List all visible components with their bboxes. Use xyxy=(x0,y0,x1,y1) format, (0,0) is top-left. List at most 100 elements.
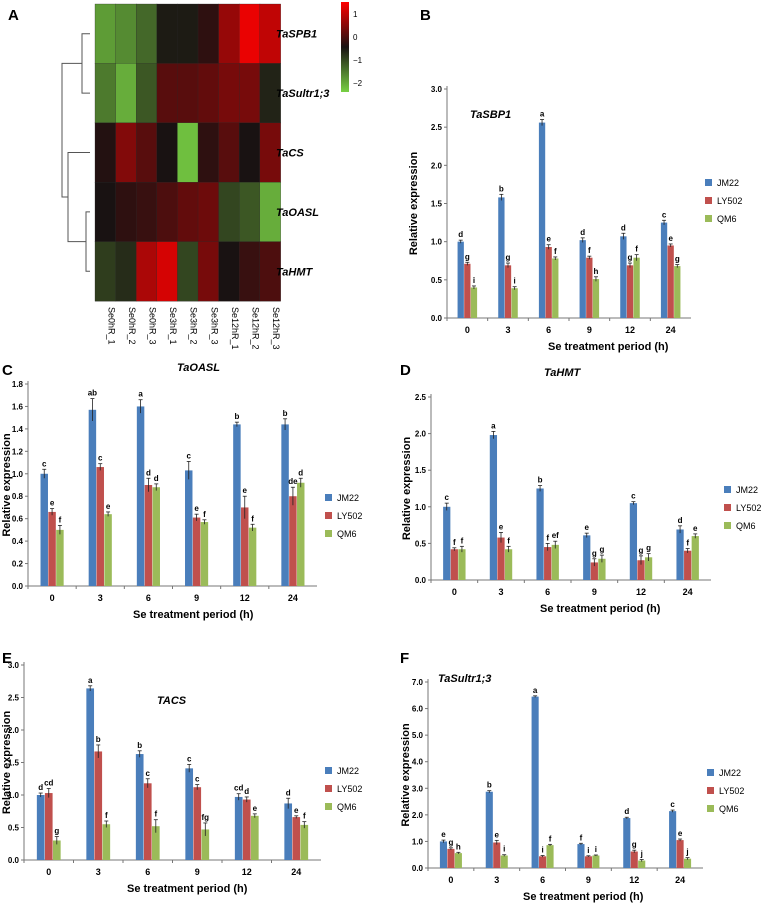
legend-swatch-jm22 xyxy=(705,179,712,186)
legend-label-qm6: QM6 xyxy=(717,214,737,224)
significance-label: de xyxy=(288,477,298,486)
significance-label: i xyxy=(587,846,589,855)
significance-label: e xyxy=(499,522,504,531)
bar-jm22 xyxy=(536,488,544,580)
y-tick-label: 3.0 xyxy=(431,85,443,94)
x-tick-label: 9 xyxy=(195,867,200,877)
y-tick-label: 0.0 xyxy=(415,576,427,585)
bar-qm6 xyxy=(458,549,466,580)
bar-ly502 xyxy=(504,265,512,318)
significance-label: f xyxy=(546,533,549,542)
significance-label: e xyxy=(50,499,55,508)
y-tick-label: 2.0 xyxy=(412,811,424,820)
heatmap-cell xyxy=(177,122,199,183)
significance-label: f xyxy=(588,246,591,255)
bar-qm6 xyxy=(691,536,699,580)
bar-ly502 xyxy=(590,562,598,580)
bar-ly502 xyxy=(192,517,201,586)
y-tick-label: 5.0 xyxy=(412,731,424,740)
legend-label-qm6: QM6 xyxy=(719,804,739,814)
heatmap-cell xyxy=(239,63,261,124)
bar-qm6 xyxy=(592,279,600,318)
significance-label: b xyxy=(137,741,142,750)
significance-label: c xyxy=(98,454,103,463)
bar-jm22 xyxy=(136,406,145,586)
y-tick-label: 0.5 xyxy=(8,824,20,833)
dendrogram-branch xyxy=(85,211,90,272)
bar-ly502 xyxy=(48,511,56,586)
heatmap-cell xyxy=(136,3,158,64)
heatmap-cell xyxy=(94,182,117,243)
bar-ly502 xyxy=(586,257,593,318)
significance-label: g xyxy=(54,827,59,836)
chart-title-b: TaSBP1 xyxy=(470,109,511,121)
significance-label: i xyxy=(503,845,505,854)
heatmap-cell xyxy=(94,63,117,124)
heatmap-cell xyxy=(156,3,178,64)
bar-ly502 xyxy=(544,547,552,580)
x-tick-label: 6 xyxy=(146,593,151,603)
heatmap-cell xyxy=(197,241,220,302)
bar-jm22 xyxy=(579,240,586,318)
bar-ly502 xyxy=(630,851,638,868)
x-axis-title: Se treatment period (h) xyxy=(540,603,661,615)
bar-ly502 xyxy=(96,467,104,586)
legend-label-jm22: JM22 xyxy=(337,493,359,503)
y-tick-label: 1.4 xyxy=(12,425,24,434)
y-tick-label: 1.0 xyxy=(415,503,427,512)
heatmap-cell xyxy=(156,241,178,302)
bar-ly502 xyxy=(545,247,552,318)
bar-jm22 xyxy=(623,818,631,868)
bar-ly502 xyxy=(144,485,153,586)
significance-label: e xyxy=(441,830,446,839)
bar-ly502 xyxy=(584,856,592,868)
bar-qm6 xyxy=(644,557,653,580)
x-tick-label: 24 xyxy=(683,587,693,597)
significance-label: f xyxy=(461,536,464,545)
y-tick-label: 1.0 xyxy=(431,238,443,247)
significance-label: g xyxy=(599,545,604,554)
significance-label: g xyxy=(632,840,637,849)
legend-label-qm6: QM6 xyxy=(736,521,756,531)
significance-label: b xyxy=(487,781,492,790)
significance-label: c xyxy=(445,493,450,502)
heatmap-row-label: TaSPB1 xyxy=(276,29,317,41)
bar-qm6 xyxy=(300,824,309,860)
legend-label-jm22: JM22 xyxy=(719,768,741,778)
x-tick-label: 0 xyxy=(465,325,470,335)
significance-label: g xyxy=(628,253,633,262)
significance-label: g xyxy=(675,255,680,264)
bar-jm22 xyxy=(36,795,45,860)
x-tick-label: 24 xyxy=(288,593,298,603)
significance-label: g xyxy=(592,549,597,558)
heatmap-column-label: Se3hR_1 xyxy=(168,307,178,345)
heatmap-cell xyxy=(239,241,261,302)
y-tick-label: 0.5 xyxy=(415,539,427,548)
y-tick-label: 2.0 xyxy=(8,726,20,735)
bar-jm22 xyxy=(489,435,498,580)
legend-swatch-qm6 xyxy=(707,805,714,812)
x-tick-label: 0 xyxy=(50,593,55,603)
x-axis-title: Se treatment period (h) xyxy=(523,891,644,903)
bar-jm22 xyxy=(443,506,451,580)
significance-label: d xyxy=(286,788,291,797)
chart-title-c: TaOASL xyxy=(177,362,220,374)
significance-label: fg xyxy=(202,813,210,822)
significance-label: e xyxy=(495,830,500,839)
heatmap-row-label: TaSultr1;3 xyxy=(276,88,329,100)
y-tick-label: 3.0 xyxy=(8,661,20,670)
significance-label: b xyxy=(499,184,504,193)
bar-jm22 xyxy=(577,844,585,868)
bar-jm22 xyxy=(660,222,668,318)
legend-label-jm22: JM22 xyxy=(717,178,739,188)
significance-label: b xyxy=(96,735,101,744)
bar-ly502 xyxy=(676,840,684,868)
heatmap-cell xyxy=(218,122,240,183)
bar-ly502 xyxy=(447,848,455,868)
y-tick-label: 0.0 xyxy=(431,314,443,323)
y-axis-title: Relative expression xyxy=(1,433,13,537)
significance-label: ef xyxy=(552,531,559,540)
significance-label: g xyxy=(506,253,511,262)
significance-label: e xyxy=(243,486,248,495)
